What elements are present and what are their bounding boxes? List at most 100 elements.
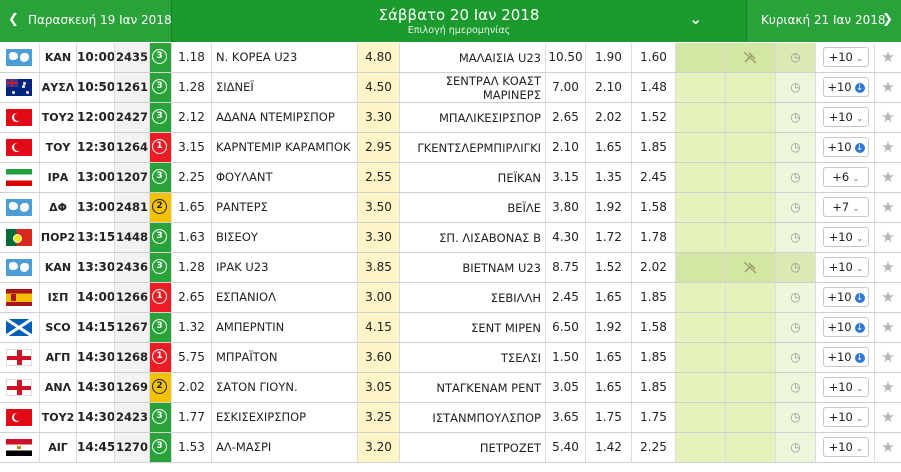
odd-under-button[interactable]: 2.02 [586,103,632,132]
clock-icon[interactable]: ◷ [776,373,816,402]
clock-icon[interactable]: ◷ [776,193,816,222]
league-code[interactable]: ΙΣΠ [40,283,77,312]
more-bets-button[interactable]: +10 ⌄ [823,377,869,397]
odd-home-button[interactable]: 1.18 [171,43,212,72]
stream-cell[interactable] [726,403,776,432]
odd-draw-button[interactable]: 3.60 [358,343,400,372]
league-code[interactable]: ΑΝΛ [40,373,77,402]
stream-cell[interactable] [726,163,776,192]
stats-cell[interactable] [676,73,726,102]
league-code[interactable]: ΑΙΓ [40,433,77,462]
stats-cell[interactable] [676,223,726,252]
favorite-star-icon[interactable]: ★ [875,103,901,132]
more-bets-button[interactable]: +10 ↓ [823,77,869,97]
odd-away-button[interactable]: 7.00 [546,73,586,102]
stats-cell[interactable] [676,343,726,372]
odd-under-button[interactable]: 1.72 [586,223,632,252]
odd-home-button[interactable]: 2.02 [171,373,212,402]
odd-draw-button[interactable]: 3.30 [358,103,400,132]
league-code[interactable]: ΠΟΡ2 [40,223,77,252]
stream-cell[interactable] [726,133,776,162]
odd-away-button[interactable]: 5.40 [546,433,586,462]
more-bets-button[interactable]: +10 ↓ [823,287,869,307]
more-bets-button[interactable]: +7 ⌄ [823,197,869,217]
odd-away-button[interactable]: 6.50 [546,313,586,342]
odd-draw-button[interactable]: 3.30 [358,223,400,252]
odd-away-button[interactable]: 1.50 [546,343,586,372]
favorite-star-icon[interactable]: ★ [875,163,901,192]
prev-day-button[interactable]: ❮ Παρασκευή 19 Ιαν 2018 [0,0,172,42]
odd-away-button[interactable]: 2.10 [546,133,586,162]
stats-cell[interactable] [676,133,726,162]
league-code[interactable]: ΑΓΠ [40,343,77,372]
more-bets-button[interactable]: +10 ↓ [823,137,869,157]
more-bets-button[interactable]: +6 ⌄ [823,167,869,187]
stats-cell[interactable] [676,103,726,132]
odd-over-button[interactable]: 2.02 [632,253,676,282]
odd-home-button[interactable]: 1.32 [171,313,212,342]
league-code[interactable]: ΔΦ [40,193,77,222]
odd-home-button[interactable]: 2.65 [171,283,212,312]
clock-icon[interactable]: ◷ [776,433,816,462]
league-code[interactable]: ΚΑΝ [40,43,77,72]
odd-away-button[interactable]: 3.80 [546,193,586,222]
odd-under-button[interactable]: 1.65 [586,283,632,312]
league-code[interactable]: ΤΟΥ2 [40,103,77,132]
odd-home-button[interactable]: 1.28 [171,253,212,282]
odd-away-button[interactable]: 4.30 [546,223,586,252]
clock-icon[interactable]: ◷ [776,223,816,252]
stream-cell[interactable] [726,373,776,402]
favorite-star-icon[interactable]: ★ [875,313,901,342]
odd-under-button[interactable]: 1.65 [586,373,632,402]
stats-cell[interactable] [676,433,726,462]
stream-cell[interactable] [726,193,776,222]
odd-draw-button[interactable]: 3.00 [358,283,400,312]
odd-over-button[interactable]: 1.75 [632,403,676,432]
odd-home-button[interactable]: 3.15 [171,133,212,162]
odd-under-button[interactable]: 1.65 [586,343,632,372]
stats-cell[interactable] [676,373,726,402]
odd-under-button[interactable]: 1.65 [586,133,632,162]
stats-cell[interactable] [676,253,726,282]
odd-under-button[interactable]: 1.92 [586,193,632,222]
league-code[interactable]: ΚΑΝ [40,253,77,282]
more-bets-button[interactable]: +10 ⌄ [823,257,869,277]
odd-away-button[interactable]: 3.05 [546,373,586,402]
odd-draw-button[interactable]: 4.50 [358,73,400,102]
stream-cell[interactable] [726,103,776,132]
odd-away-button[interactable]: 2.65 [546,103,586,132]
league-code[interactable]: ΙΡΑ [40,163,77,192]
double-chevron-down-icon[interactable]: ⌄ [689,10,702,28]
favorite-star-icon[interactable]: ★ [875,43,901,72]
next-day-button[interactable]: Κυριακή 21 Ιαν 2018 ❯ [746,0,901,42]
clock-icon[interactable]: ◷ [776,343,816,372]
stats-cell[interactable] [676,283,726,312]
league-code[interactable]: ΤΟΥ [40,133,77,162]
league-code[interactable]: ΑΥΣΛ [40,73,77,102]
league-code[interactable]: ΤΟΥ2 [40,403,77,432]
favorite-star-icon[interactable]: ★ [875,133,901,162]
odd-over-button[interactable]: 1.85 [632,283,676,312]
more-bets-button[interactable]: +10 ⌄ [823,47,869,67]
odd-away-button[interactable]: 2.45 [546,283,586,312]
odd-draw-button[interactable]: 3.85 [358,253,400,282]
odd-over-button[interactable]: 1.60 [632,43,676,72]
stream-cell[interactable] [726,43,776,72]
odd-home-button[interactable]: 5.75 [171,343,212,372]
odd-over-button[interactable]: 1.85 [632,133,676,162]
stats-cell[interactable] [676,193,726,222]
stream-cell[interactable] [726,253,776,282]
odd-over-button[interactable]: 2.25 [632,433,676,462]
odd-under-button[interactable]: 1.90 [586,43,632,72]
odd-draw-button[interactable]: 4.80 [358,43,400,72]
odd-draw-button[interactable]: 3.25 [358,403,400,432]
odd-home-button[interactable]: 1.65 [171,193,212,222]
clock-icon[interactable]: ◷ [776,133,816,162]
clock-icon[interactable]: ◷ [776,163,816,192]
odd-over-button[interactable]: 1.85 [632,373,676,402]
clock-icon[interactable]: ◷ [776,253,816,282]
clock-icon[interactable]: ◷ [776,103,816,132]
more-bets-button[interactable]: +10 ⌄ [823,107,869,127]
odd-under-button[interactable]: 1.92 [586,313,632,342]
stats-cell[interactable] [676,313,726,342]
